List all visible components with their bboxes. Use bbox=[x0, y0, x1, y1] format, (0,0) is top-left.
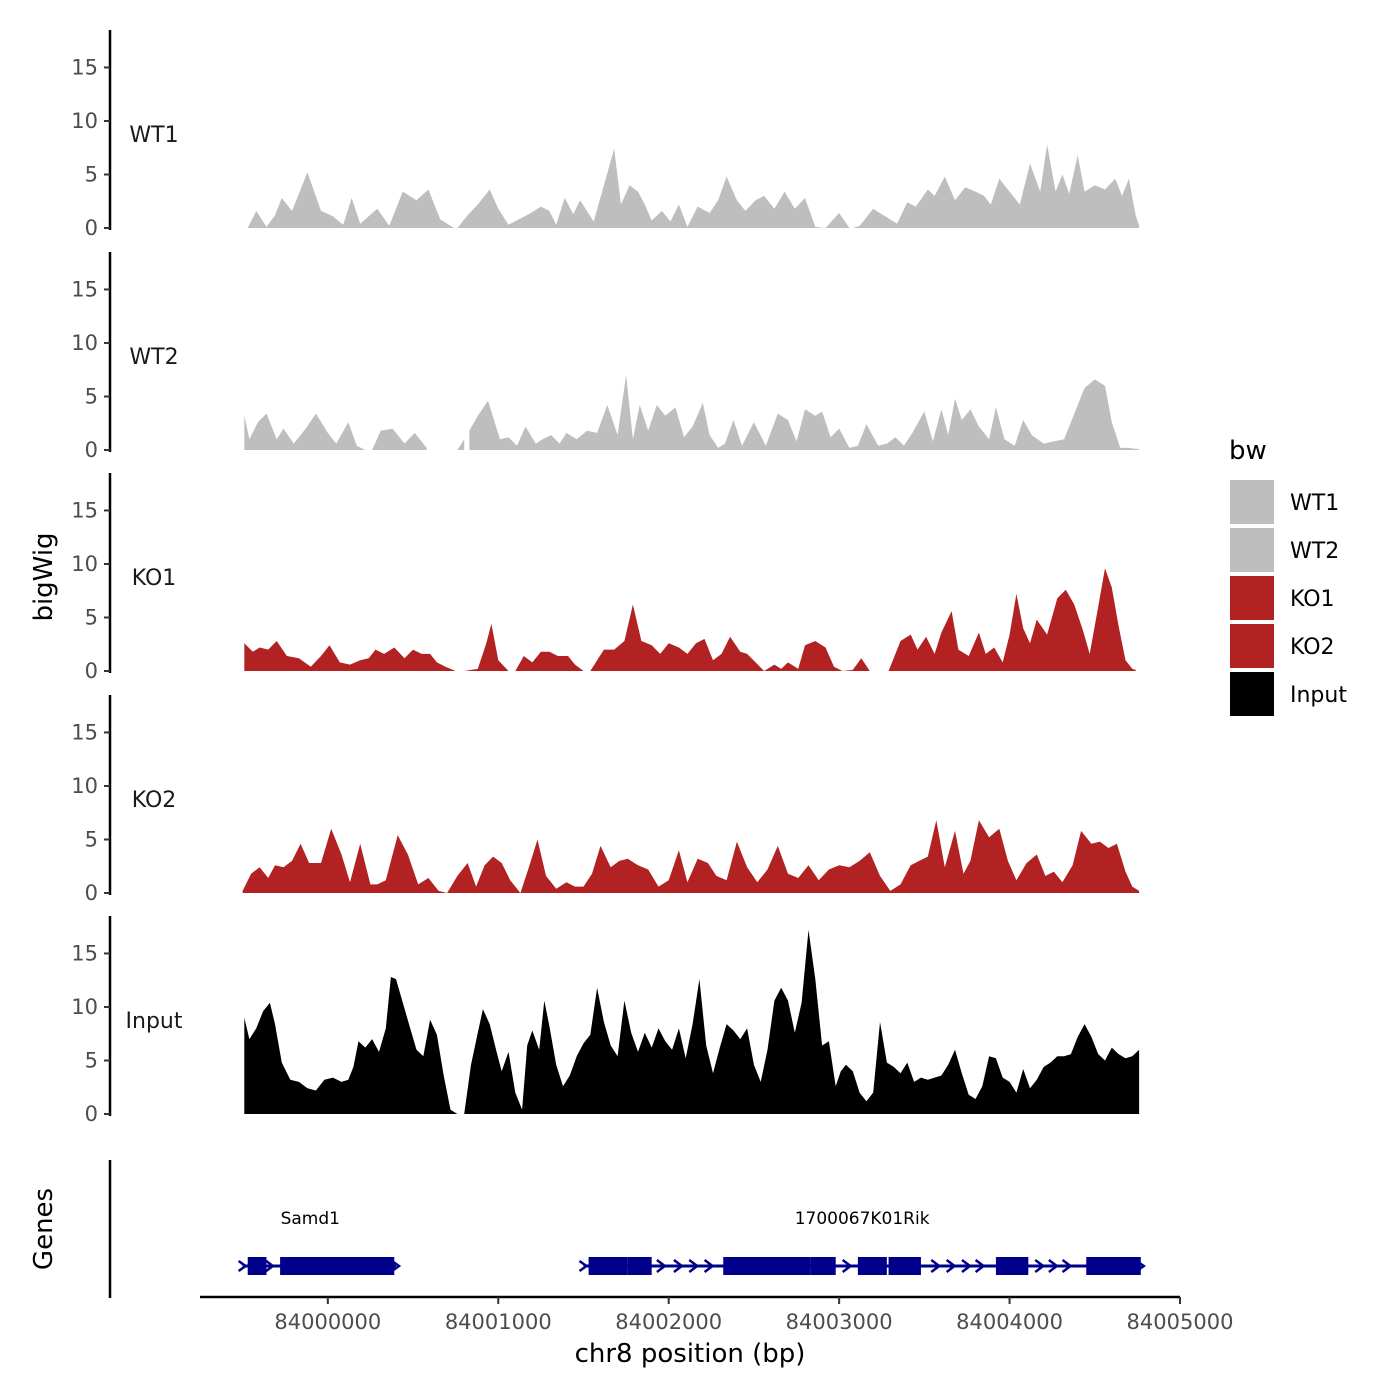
y-tick-label: 10 bbox=[71, 552, 98, 576]
y-tick-label: 10 bbox=[71, 331, 98, 355]
gene-strand-arrow bbox=[688, 1259, 700, 1273]
y-tick-label: 10 bbox=[71, 774, 98, 798]
gene-strand-arrow bbox=[673, 1259, 685, 1273]
track-label: KO1 bbox=[132, 566, 177, 591]
gene-exon bbox=[723, 1257, 811, 1275]
legend-label: WT1 bbox=[1290, 491, 1339, 516]
y-tick-label: 0 bbox=[85, 1102, 98, 1126]
y-tick-label: 10 bbox=[71, 109, 98, 133]
gene-exon bbox=[857, 1257, 887, 1275]
x-tick-label: 84005000 bbox=[1127, 1310, 1234, 1334]
track-panel-input: 0 5 10 15 Input bbox=[71, 916, 1140, 1126]
tracks: 0 5 10 15 WT1 0 5 10 15 WT2 0 5 10 15 KO1 0 5 10 15 KO2 0 5 10… bbox=[71, 30, 1140, 1126]
gene-strand-arrow bbox=[974, 1259, 986, 1273]
gene-strand-arrow bbox=[930, 1259, 942, 1273]
track-label: WT2 bbox=[129, 345, 178, 370]
gene-exon bbox=[1086, 1257, 1141, 1275]
gene-track: Samd1 1700067K01Rik bbox=[108, 1160, 1146, 1298]
track-panel-ko2: 0 5 10 15 KO2 bbox=[71, 695, 1140, 905]
gene-strand-arrow bbox=[961, 1259, 973, 1273]
gene-strand-arrow bbox=[945, 1259, 957, 1273]
gene-name-label: 1700067K01Rik bbox=[795, 1209, 930, 1229]
track-area-wt2 bbox=[436, 439, 465, 450]
track-area-wt1 bbox=[247, 144, 1140, 228]
gene-exon bbox=[588, 1257, 628, 1275]
gene-name-label: Samd1 bbox=[281, 1209, 340, 1229]
x-tick-label: 84003000 bbox=[786, 1310, 893, 1334]
gene-exon bbox=[280, 1257, 395, 1275]
track-area-wt2 bbox=[469, 375, 1140, 450]
legend-label: KO1 bbox=[1290, 587, 1335, 612]
y-axis-title: bigWig bbox=[29, 532, 59, 621]
track-area-ko1 bbox=[515, 651, 584, 671]
y-tick-label: 5 bbox=[85, 1048, 98, 1072]
track-area-input bbox=[244, 977, 458, 1114]
track-panel-ko1: 0 5 10 15 KO1 bbox=[71, 473, 1136, 683]
y-tick-label: 0 bbox=[85, 659, 98, 683]
y-tick-label: 5 bbox=[85, 162, 98, 186]
track-area-ko1 bbox=[878, 568, 1136, 671]
gene-exon bbox=[810, 1257, 836, 1275]
gene-samd1: Samd1 bbox=[237, 1209, 402, 1275]
x-axis-title: chr8 position (bp) bbox=[575, 1339, 806, 1369]
gene-cap-mark bbox=[237, 1259, 248, 1273]
legend-swatch-input bbox=[1230, 672, 1274, 716]
legend-swatch-ko2 bbox=[1230, 624, 1274, 668]
y-tick-label: 0 bbox=[85, 881, 98, 905]
track-label: Input bbox=[126, 1009, 183, 1034]
gene-strand-arrow bbox=[264, 1259, 275, 1273]
track-panel-wt1: 0 5 10 15 WT1 bbox=[71, 30, 1140, 240]
legend: bw WT1 WT2 KO1 KO2 Input bbox=[1229, 436, 1347, 716]
y-tick-label: 15 bbox=[71, 498, 98, 522]
gene-strand-arrow bbox=[1034, 1259, 1046, 1273]
y-tick-label: 0 bbox=[85, 438, 98, 462]
genes-axis-title: Genes bbox=[29, 1188, 59, 1270]
track-area-input bbox=[464, 929, 1140, 1114]
track-label: KO2 bbox=[132, 788, 177, 813]
legend-swatch-ko1 bbox=[1230, 576, 1274, 620]
track-label: WT1 bbox=[129, 123, 178, 148]
gene-1700067k01rik: 1700067K01Rik bbox=[578, 1209, 1146, 1275]
x-tick-label: 84000000 bbox=[274, 1310, 381, 1334]
y-tick-label: 0 bbox=[85, 216, 98, 240]
y-tick-label: 15 bbox=[71, 277, 98, 301]
gene-exon bbox=[995, 1257, 1029, 1275]
y-tick-label: 15 bbox=[71, 55, 98, 79]
gene-strand-arrow bbox=[656, 1259, 667, 1273]
legend-swatch-wt1 bbox=[1230, 480, 1274, 524]
gene-strand-arrow bbox=[841, 1259, 853, 1273]
y-tick-label: 5 bbox=[85, 605, 98, 629]
gene-exon bbox=[627, 1257, 652, 1275]
legend-label: KO2 bbox=[1290, 635, 1335, 660]
track-area-ko2 bbox=[242, 820, 1140, 893]
gene-exon bbox=[888, 1257, 921, 1275]
x-tick-label: 84001000 bbox=[445, 1310, 552, 1334]
gene-strand-arrow bbox=[1061, 1259, 1073, 1273]
gene-strand-arrow bbox=[1048, 1259, 1059, 1273]
x-axis: 84000000 84001000 84002000 84003000 84004000… bbox=[200, 1295, 1234, 1334]
gene-strand-arrow bbox=[703, 1259, 715, 1273]
track-area-ko1 bbox=[464, 623, 509, 671]
legend-title: bw bbox=[1229, 436, 1267, 466]
gene-cap-mark bbox=[578, 1259, 589, 1273]
x-tick-label: 84002000 bbox=[615, 1310, 722, 1334]
track-panel-wt2: 0 5 10 15 WT2 bbox=[71, 252, 1140, 462]
y-tick-label: 5 bbox=[85, 384, 98, 408]
gene-exon bbox=[247, 1257, 267, 1275]
legend-label: Input bbox=[1290, 683, 1347, 708]
gene-cap-mark bbox=[391, 1259, 402, 1273]
legend-label: WT2 bbox=[1290, 539, 1339, 564]
track-area-ko1 bbox=[590, 604, 870, 671]
y-tick-label: 10 bbox=[71, 995, 98, 1019]
y-tick-label: 15 bbox=[71, 720, 98, 744]
track-area-wt2 bbox=[244, 413, 427, 450]
legend-swatch-wt2 bbox=[1230, 528, 1274, 572]
x-tick-label: 84004000 bbox=[956, 1310, 1063, 1334]
track-area-ko1 bbox=[244, 641, 456, 671]
y-tick-label: 15 bbox=[71, 941, 98, 965]
y-tick-label: 5 bbox=[85, 827, 98, 851]
